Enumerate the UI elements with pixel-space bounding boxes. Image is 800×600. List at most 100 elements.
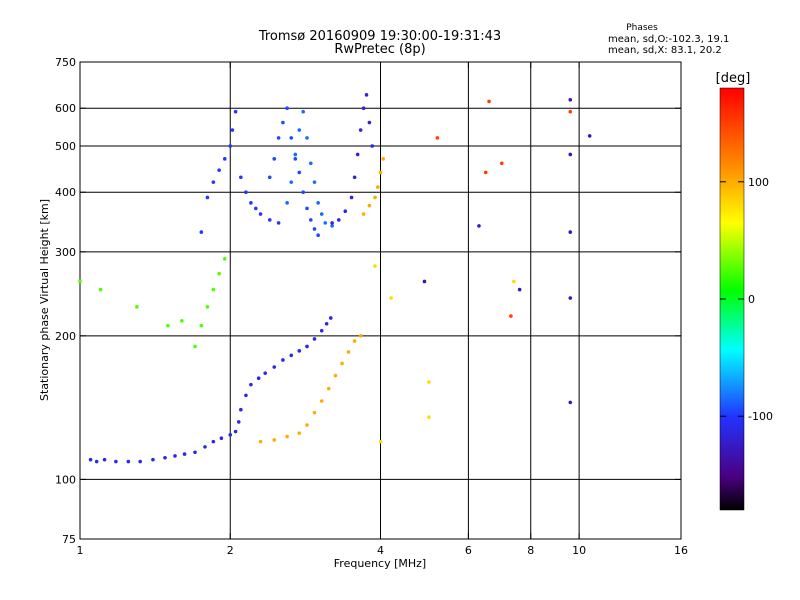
echo-point [297,349,302,353]
echo-point [272,365,277,369]
echo-point [293,157,298,161]
echo-point [343,209,348,213]
echo-point [337,218,341,222]
echo-point [326,386,331,391]
echo-point [205,305,210,309]
echo-point [352,175,357,180]
echo-point [323,221,328,225]
echo-point [272,438,277,442]
echo-point [88,457,93,462]
echo-point [217,168,221,172]
echo-point [236,420,241,424]
echo-point [126,459,131,464]
phase-stats-x: mean, sd,X: 83.1, 20.2 [608,45,722,56]
colorbar-unit-label: [deg] [716,71,751,86]
colorbar-tick-label: 0 [748,293,755,306]
echo-point [389,296,393,300]
echo-point [378,439,383,444]
echo-point [477,224,481,228]
echo-point [319,328,324,333]
echo-point [228,144,233,148]
echo-point [222,257,227,261]
echo-point [230,128,235,132]
x-tick-label: 2 [227,544,234,557]
echo-point [249,382,253,387]
echo-point [568,230,573,234]
echo-point [568,109,573,114]
echo-point [289,180,294,184]
echo-point [219,436,224,441]
echo-point [267,218,272,222]
echo-point [373,195,377,200]
echo-point [587,134,592,138]
y-tick-label: 300 [55,246,76,259]
x-tick-label: 16 [674,544,688,557]
phase-stats-o: mean, sd,O:-102.3, 19.1 [608,34,729,45]
echo-point [487,99,491,104]
echo-point [500,161,504,166]
echo-point [367,120,372,125]
echo-point [375,185,380,189]
echo-point [301,109,305,114]
echo-point [258,212,263,216]
echo-point [435,136,440,140]
echo-point [281,120,285,125]
echo-point [217,271,221,276]
echo-point [333,373,338,378]
x-axis-label: Frequency [MHz] [334,557,426,570]
echo-point [352,339,357,343]
echo-point [138,459,142,464]
echo-point [330,221,334,225]
echo-point [381,157,385,161]
echo-point [193,450,197,455]
echo-point [203,445,207,449]
echo-point [483,170,488,175]
echo-point [312,410,317,415]
echo-point [358,334,363,338]
echo-point [199,323,204,328]
echo-point [267,175,272,180]
echo-point [301,190,305,195]
echo-point [244,190,248,195]
y-tick-label: 400 [55,186,76,199]
echo-point [211,439,216,444]
echo-point [222,157,227,161]
echo-point [276,136,281,140]
echo-point [114,459,118,464]
echo-point [249,201,253,205]
y-tick-label: 600 [55,102,76,115]
echo-point [364,93,369,97]
echo-point [205,195,210,200]
echo-point [568,296,573,300]
echo-point [568,152,573,157]
colorbar-tick-label: 100 [748,176,769,189]
echo-point [427,380,431,384]
echo-point [98,287,103,292]
echo-point [297,128,302,132]
echo-point [285,106,289,111]
echo-point [228,433,233,437]
echo-point [361,212,366,216]
echo-point [289,353,294,358]
echo-point [316,233,320,238]
echo-point [305,344,309,349]
echo-point [308,218,313,222]
echo-point [289,136,294,140]
echo-point [272,157,277,161]
echo-point [305,423,309,427]
echo-point [370,144,375,148]
echo-point [517,287,522,292]
echo-point [173,454,177,458]
y-tick-label: 750 [55,56,76,69]
echo-point [340,361,344,366]
data-points [78,93,592,464]
echo-point [349,195,354,200]
echo-point [568,97,573,102]
echo-point [166,323,170,328]
echo-point [239,175,243,180]
axis-ticks: 1 2 4 6 8 10 16 75 100 200 300 400 500 600 750 [55,56,688,557]
y-tick-label: 100 [55,473,76,486]
echo-point [319,399,324,403]
echo-point [422,279,427,284]
